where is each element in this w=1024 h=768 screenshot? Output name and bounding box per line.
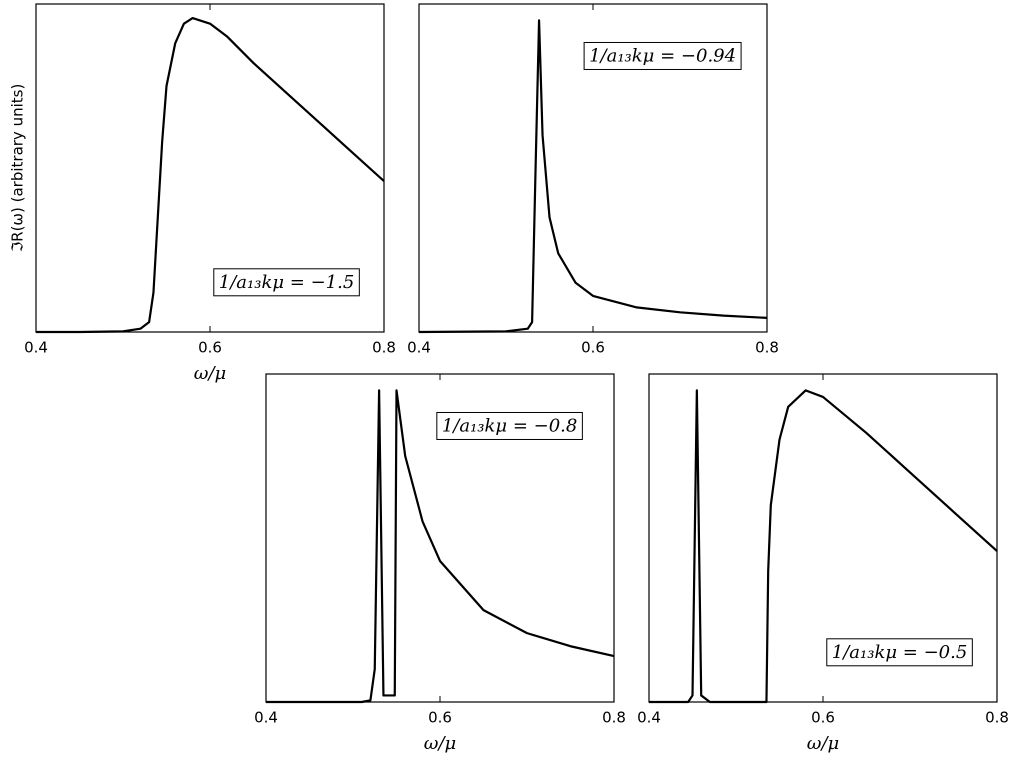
x-tick-label: 0.8	[985, 709, 1009, 727]
annotation-box	[583, 41, 742, 70]
x-tick-label: 0.6	[581, 339, 605, 357]
annotation-box	[436, 411, 583, 440]
annotation-box	[826, 638, 973, 667]
x-tick-label: 0.4	[254, 709, 278, 727]
annotation-text: 1/a₁₃kμ = −0.94	[589, 45, 736, 66]
line	[266, 389, 615, 704]
x-tick-label: 0.8	[755, 339, 779, 357]
y-axis-label: ℑR(ω) (arbitrary units)	[9, 84, 27, 253]
x-tick-label: 0.4	[24, 339, 48, 357]
line	[36, 17, 385, 334]
x-axis-label: ω/μ	[194, 363, 226, 384]
line	[649, 389, 998, 704]
x-tick-label: 0.8	[372, 339, 396, 357]
x-tick-label: 0.6	[811, 709, 835, 727]
annotation-text: 1/a₁₃kμ = −0.8	[442, 415, 578, 436]
line	[418, 19, 768, 334]
x-tick-label: 0.4	[637, 709, 661, 727]
annotation: 1/a₁₃kμ = −0.5	[826, 638, 973, 667]
x-tick-label: 0.4	[407, 339, 431, 357]
x-axis-label: ω/μ	[424, 733, 456, 754]
x-tick-label: 0.8	[602, 709, 626, 727]
annotation-box	[213, 268, 360, 297]
x-tick-label: 0.6	[198, 339, 222, 357]
annotation-text: 1/a₁₃kμ = −1.5	[219, 272, 355, 293]
x-axis-label: ω/μ	[807, 733, 839, 754]
annotation: 1/a₁₃kμ = −0.8	[436, 411, 583, 440]
annotation: 1/a₁₃kμ = −0.94	[583, 41, 742, 70]
annotation-text: 1/a₁₃kμ = −0.5	[832, 642, 968, 663]
annotation: 1/a₁₃kμ = −1.5	[213, 268, 360, 297]
x-tick-label: 0.6	[428, 709, 452, 727]
